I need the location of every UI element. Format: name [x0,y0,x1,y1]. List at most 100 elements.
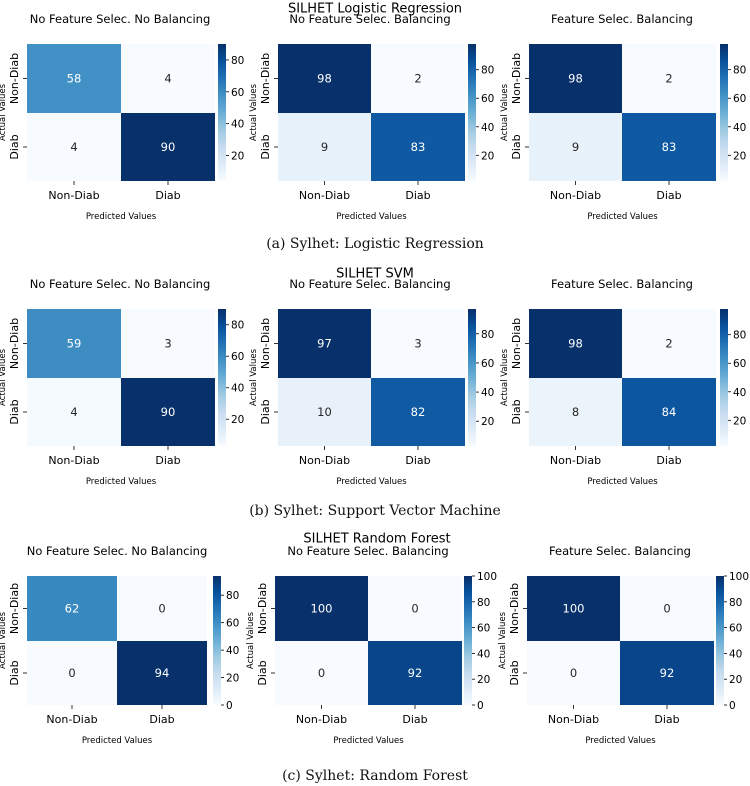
x-tick-label: Non-Diab [299,189,350,202]
x-axis-label: Predicted Values [336,212,407,222]
heatmap-cell [371,113,465,181]
confusion-matrix-panel: No Feature Selec. No Balancing 58 4 4 90 Non-… [0,12,244,222]
cell-value: 8 [572,405,579,419]
panel-title: Feature Selec. Balancing [549,544,691,558]
colorbar-tick-label: 20 [733,150,746,162]
colorbar-tick-label: 20 [231,414,244,426]
heatmap-cell [278,44,371,113]
cell-value: 98 [317,72,332,86]
cell-value: 10 [317,405,332,419]
x-tick-label: Diab [155,189,180,202]
x-axis-label: Predicted Values [86,477,157,487]
panel-title: No Feature Selec. No Balancing [27,544,208,558]
section-2: SILHET SVM No Feature Selec. No Balancing… [0,267,746,520]
x-axis-label: Predicted Values [86,212,157,222]
colorbar-tick-label: 60 [481,93,494,105]
x-tick-label: Non-Diab [46,713,97,726]
cell-value: 9 [321,140,328,154]
cell-value: 0 [663,602,670,616]
confusion-matrix-panel: No Feature Selec. Balancing 100 0 0 92 Non-Di… [246,544,497,746]
heatmap-cell [27,576,117,641]
colorbar-tick-label: 80 [231,320,244,332]
heatmap-cell [529,44,622,113]
y-axis-label: Actual Values [246,611,256,669]
cell-value: 2 [665,337,672,351]
colorbar-tick-label: 0 [226,700,233,712]
colorbar-tick-label: 0 [477,700,484,712]
cell-value: 0 [570,666,577,680]
x-tick-label: Non-Diab [548,713,599,726]
heatmap-cell [527,576,620,641]
heatmap-cell [622,44,716,113]
x-tick-label: Diab [654,713,679,726]
y-tick-label: Diab [8,399,21,424]
colorbar-tick-label: 80 [729,597,742,609]
y-tick-label: Diab [510,399,523,424]
cell-value: 9 [572,140,579,154]
cell-value: 0 [318,666,325,680]
heatmap-cell [529,378,622,446]
colorbar [218,309,226,446]
colorbar [218,44,226,181]
colorbar-tick-label: 80 [231,55,244,67]
panel-title: No Feature Selec. Balancing [289,277,450,291]
cell-value: 83 [411,140,426,154]
colorbar-tick-label: 60 [733,358,746,370]
colorbar [464,576,472,705]
heatmap-cell [121,378,215,446]
confusion-matrix-panel: No Feature Selec. Balancing 97 3 10 82 Non-Di… [249,277,494,487]
colorbar-tick-label: 80 [477,597,490,609]
cell-value: 0 [68,666,75,680]
colorbar-tick-label: 20 [231,151,244,163]
heatmap-cell [278,378,371,446]
colorbar [468,309,476,446]
confusion-matrix-panel: Feature Selec. Balancing 100 0 0 92 Non-Diab D… [498,544,749,746]
y-tick-label: Non-Diab [8,318,21,369]
colorbar-tick-label: 20 [477,674,490,686]
cell-value: 98 [568,337,583,351]
panel-title: No Feature Selec. Balancing [289,12,450,26]
cell-value: 100 [563,602,585,616]
x-tick-label: Non-Diab [550,454,601,467]
colorbar-tick-label: 20 [481,150,494,162]
figure-caption: (b) Sylhet: Support Vector Machine [249,503,501,519]
x-axis-label: Predicted Values [82,736,153,746]
confusion-matrix-panel: No Feature Selec. No Balancing 59 3 4 90 Non-… [0,277,244,487]
y-tick-label: Non-Diab [259,53,272,104]
panel-title: Feature Selec. Balancing [551,12,693,26]
colorbar-tick-label: 40 [231,383,244,395]
heatmap-cell [620,641,714,705]
cell-value: 82 [411,405,426,419]
section-title: SILHET Logistic Regression [288,2,462,17]
cell-value: 0 [158,602,165,616]
heatmap-cell [117,576,207,641]
colorbar-tick-label: 60 [729,623,742,635]
colorbar [213,576,221,705]
heatmap-cell [27,378,121,446]
heatmap-cell [27,44,121,113]
cell-value: 2 [665,72,672,86]
colorbar-tick-label: 60 [231,351,244,363]
x-axis-label: Predicted Values [336,477,407,487]
colorbar-tick-label: 60 [733,93,746,105]
x-tick-label: Diab [405,454,430,467]
colorbar-tick-label: 40 [733,122,746,134]
y-axis-label: Actual Values [0,83,8,141]
heatmap-cell [121,44,215,113]
cell-value: 92 [660,666,675,680]
cell-value: 4 [70,140,77,154]
cell-value: 83 [662,140,677,154]
y-tick-label: Non-Diab [508,583,521,634]
colorbar-tick-label: 80 [481,65,494,77]
y-axis-label: Actual Values [0,611,8,669]
heatmap-cell [275,641,368,705]
panel-title: Feature Selec. Balancing [551,277,693,291]
heatmap-cell [121,113,215,181]
colorbar-tick-label: 20 [733,415,746,427]
confusion-matrix-panel: Feature Selec. Balancing 98 2 9 83 Non-Diab Di… [500,12,746,222]
y-axis-label: Actual Values [249,348,259,406]
y-tick-label: Non-Diab [259,318,272,369]
colorbar [468,44,476,181]
